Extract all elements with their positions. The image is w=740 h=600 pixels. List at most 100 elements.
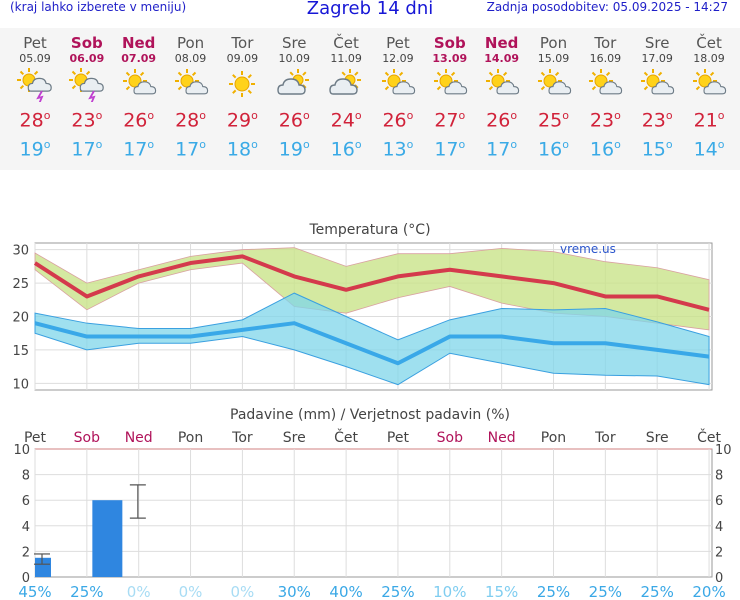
day-name: Tor	[594, 34, 617, 52]
y-tick-label-right: 2	[715, 545, 723, 560]
degree-sign: o	[95, 109, 103, 122]
min-temperature: 19o	[268, 130, 320, 160]
precipitation-probability: 0%	[231, 583, 255, 600]
day-date: 07.09	[121, 52, 157, 65]
max-temperature-line	[33, 254, 710, 312]
max-temperature: 25o	[528, 102, 580, 132]
forecast-strip: Pet 05.09 28o 19o Sob 06.09 23o 17o Ned 07.09 26o 1…	[0, 28, 740, 170]
day-date: 10.09	[278, 52, 311, 65]
y-tick-label-left: 10	[13, 443, 30, 458]
day-date: 16.09	[589, 52, 622, 65]
min-temperature: 15o	[631, 130, 683, 160]
max-temperature: 26o	[268, 102, 320, 132]
x-day-label: Sob	[437, 430, 463, 446]
x-day-label: Sre	[646, 430, 669, 446]
min-temperature: 17o	[165, 130, 217, 160]
y-tick-label-right: 10	[715, 443, 732, 458]
x-day-label: Ned	[125, 430, 153, 446]
chart-title: Temperatura (°C)	[308, 222, 430, 238]
day-name: Tor	[231, 34, 254, 52]
day-name: Ned	[121, 34, 156, 52]
max-temperature-value: 24	[330, 109, 355, 132]
x-day-label: Čet	[334, 428, 358, 446]
precipitation-probability: 0%	[127, 583, 151, 600]
day-date: 18.09	[693, 52, 725, 65]
min-temperature: 14o	[683, 130, 735, 160]
precipitation-probability: 0%	[179, 583, 203, 600]
day-name: Sre	[281, 34, 307, 52]
min-temperature-value: 19	[278, 138, 303, 161]
y-tick-label: 20	[12, 311, 29, 326]
precipitation-probability: 30%	[278, 583, 311, 600]
precipitation-probability: 10%	[433, 583, 466, 600]
sun-cloud-icon	[372, 68, 424, 102]
precipitation-chart: Padavine (mm) / Verjetnost padavin (%) 0 0…	[13, 407, 732, 600]
degree-sign: o	[717, 138, 725, 151]
min-temperature: 17o	[476, 130, 528, 160]
min-temperature-value: 17	[71, 138, 96, 161]
day-column: Čet 18.09 21o 14o	[683, 28, 735, 160]
y-tick-label-left: 0	[22, 571, 30, 586]
day-column: Čet 11.09 24o 16o	[320, 28, 372, 160]
precipitation-probability: 25%	[589, 583, 622, 600]
x-day-label: Tor	[231, 430, 253, 446]
min-temperature-value: 15	[641, 138, 666, 161]
degree-sign: o	[251, 138, 258, 151]
sun-cloud-icon	[579, 68, 631, 102]
min-temperature-value: 14	[693, 138, 718, 161]
day-date: 11.09	[330, 52, 362, 65]
max-temperature-value: 26	[278, 109, 303, 132]
y-tick-label-right: 4	[715, 520, 723, 535]
day-date: 14.09	[484, 52, 520, 65]
max-temperature: 23o	[579, 102, 631, 132]
day-column: Sob 13.09 27o 17o	[424, 28, 476, 160]
day-name: Čet	[696, 34, 722, 52]
max-temperature-value: 27	[434, 109, 459, 132]
day-column: Sre 10.09 26o 19o	[268, 28, 320, 160]
max-temperature-value: 25	[538, 109, 563, 132]
min-temperature: 16o	[579, 130, 631, 160]
max-temperature-value: 23	[589, 109, 615, 132]
y-tick-label-left: 4	[22, 520, 30, 535]
max-temperature: 24o	[320, 102, 372, 132]
y-tick-label-right: 0	[715, 571, 723, 586]
precipitation-probability: 25%	[537, 583, 570, 600]
min-temperature-value: 16	[330, 138, 355, 161]
max-temperature-value: 28	[19, 109, 44, 132]
day-name: Pet	[386, 34, 410, 52]
chart-title: Padavine (mm) / Verjetnost padavin (%)	[230, 407, 510, 423]
min-temperature-value: 17	[123, 138, 148, 161]
cloud-sun-icon	[320, 68, 372, 102]
temperature-chart: 10 15 20 25 30 Temperatura (°C) vreme.us	[12, 222, 713, 392]
precipitation-probability: 25%	[381, 583, 414, 600]
day-date: 13.09	[432, 52, 468, 65]
sun-cloud-icon	[476, 68, 528, 102]
day-date: 06.09	[69, 52, 105, 65]
plot-area	[34, 448, 713, 578]
day-column: Tor 09.09 29o 18o	[216, 28, 268, 160]
y-tick-label-left: 6	[22, 494, 30, 509]
min-temperature-value: 19	[19, 138, 44, 161]
x-day-label: Tor	[594, 430, 616, 446]
day-column: Sre 17.09 23o 15o	[631, 28, 683, 160]
max-temperature-value: 26	[486, 109, 511, 132]
max-temperature-value: 26	[382, 109, 407, 132]
min-temperature: 16o	[528, 130, 580, 160]
min-temperature: 16o	[320, 130, 372, 160]
x-day-label: Pet	[387, 430, 410, 446]
max-temperature: 23o	[631, 102, 683, 132]
day-column: Tor 16.09 23o 16o	[579, 28, 631, 160]
day-column: Pet 12.09 26o 13o	[372, 28, 424, 160]
day-name: Čet	[333, 34, 359, 52]
max-temperature-value: 23	[641, 109, 666, 132]
degree-sign: o	[95, 138, 103, 151]
y-tick-label-right: 8	[715, 469, 723, 484]
day-column: Pon 15.09 25o 16o	[528, 28, 580, 160]
day-column: Ned 14.09 26o 17o	[476, 28, 528, 160]
min-temperature: 13o	[372, 130, 424, 160]
max-temperature: 27o	[424, 102, 476, 132]
min-temperature-value: 13	[382, 138, 407, 161]
location-menu-hint[interactable]: (kraj lahko izberete v meniju)	[10, 0, 187, 14]
x-day-label: Sre	[283, 430, 306, 446]
degree-sign: o	[406, 138, 414, 151]
